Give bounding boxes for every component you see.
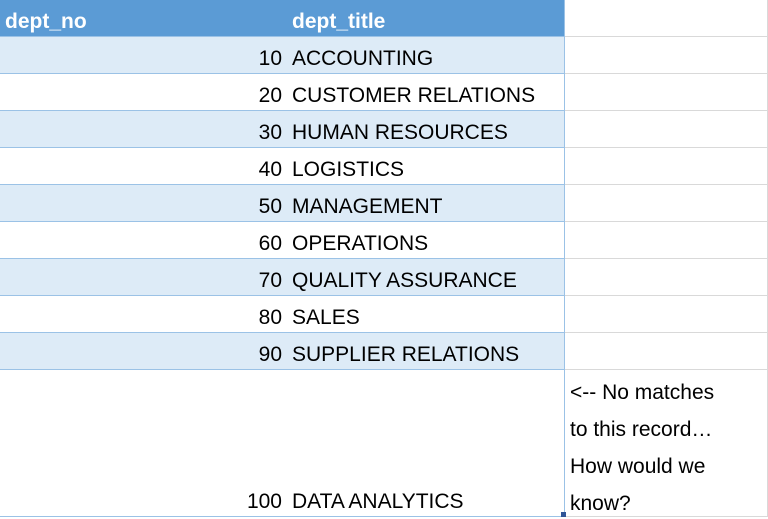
dept-title-cell[interactable]: SALES (292, 306, 360, 329)
dept-no-cell[interactable]: 30 (0, 111, 287, 148)
note-line: How would we (570, 455, 706, 478)
row-border (0, 221, 565, 222)
row-border (0, 73, 565, 74)
row-border (0, 516, 565, 517)
gridline (565, 110, 768, 111)
dept-title-cell[interactable]: ACCOUNTING (287, 37, 565, 74)
row-border (0, 295, 565, 296)
header-cell[interactable]: dept_title (287, 0, 565, 37)
note-line: <-- No matches (570, 381, 715, 404)
gridline (565, 221, 768, 222)
row-border (0, 332, 565, 333)
gridline (565, 73, 768, 74)
dept-no-cell[interactable]: 10 (0, 37, 287, 74)
dept-title-cell[interactable]: LOGISTICS (292, 158, 405, 181)
empty-cell[interactable] (565, 0, 768, 37)
gridline (565, 516, 768, 517)
table-edge (564, 0, 565, 517)
dept-title-cell[interactable]: SUPPLIER RELATIONS (287, 333, 565, 370)
dept-no-cell[interactable]: 20 (258, 84, 282, 107)
header-cell[interactable]: dept_no (0, 0, 287, 37)
row-border (0, 369, 565, 370)
row-border (0, 258, 565, 259)
dept-title-cell[interactable]: QUALITY ASSURANCE (287, 259, 565, 296)
dept-no-cell[interactable]: 90 (0, 333, 287, 370)
gridline (565, 332, 768, 333)
dept-no-cell[interactable]: 50 (0, 185, 287, 222)
gridline (565, 147, 768, 148)
row-border (0, 184, 565, 185)
gridline (565, 258, 768, 259)
table-resize-handle[interactable] (561, 512, 566, 517)
dept-title-cell[interactable]: MANAGEMENT (287, 185, 565, 222)
dept-title-cell[interactable]: CUSTOMER RELATIONS (292, 84, 536, 107)
dept-no-cell[interactable]: 100 (246, 490, 282, 513)
dept-no-cell[interactable]: 60 (258, 232, 282, 255)
dept-no-cell[interactable]: 70 (0, 259, 287, 296)
dept-title-cell[interactable]: OPERATIONS (292, 232, 429, 255)
gridline (565, 295, 768, 296)
dept-no-cell[interactable]: 80 (258, 306, 282, 329)
note-cell[interactable]: <-- No matches to this record… How would w… (565, 370, 768, 517)
row-border (0, 110, 565, 111)
dept-no-cell[interactable]: 40 (258, 158, 282, 181)
row-border (0, 147, 565, 148)
dept-title-cell[interactable]: HUMAN RESOURCES (287, 111, 565, 148)
note-line: know? (570, 492, 631, 515)
gridline (565, 36, 768, 37)
row-border (0, 36, 565, 37)
note-line: to this record… (570, 418, 713, 441)
gridline (565, 184, 768, 185)
dept-title-cell[interactable]: DATA ANALYTICS (292, 490, 464, 513)
gridline (565, 369, 768, 370)
